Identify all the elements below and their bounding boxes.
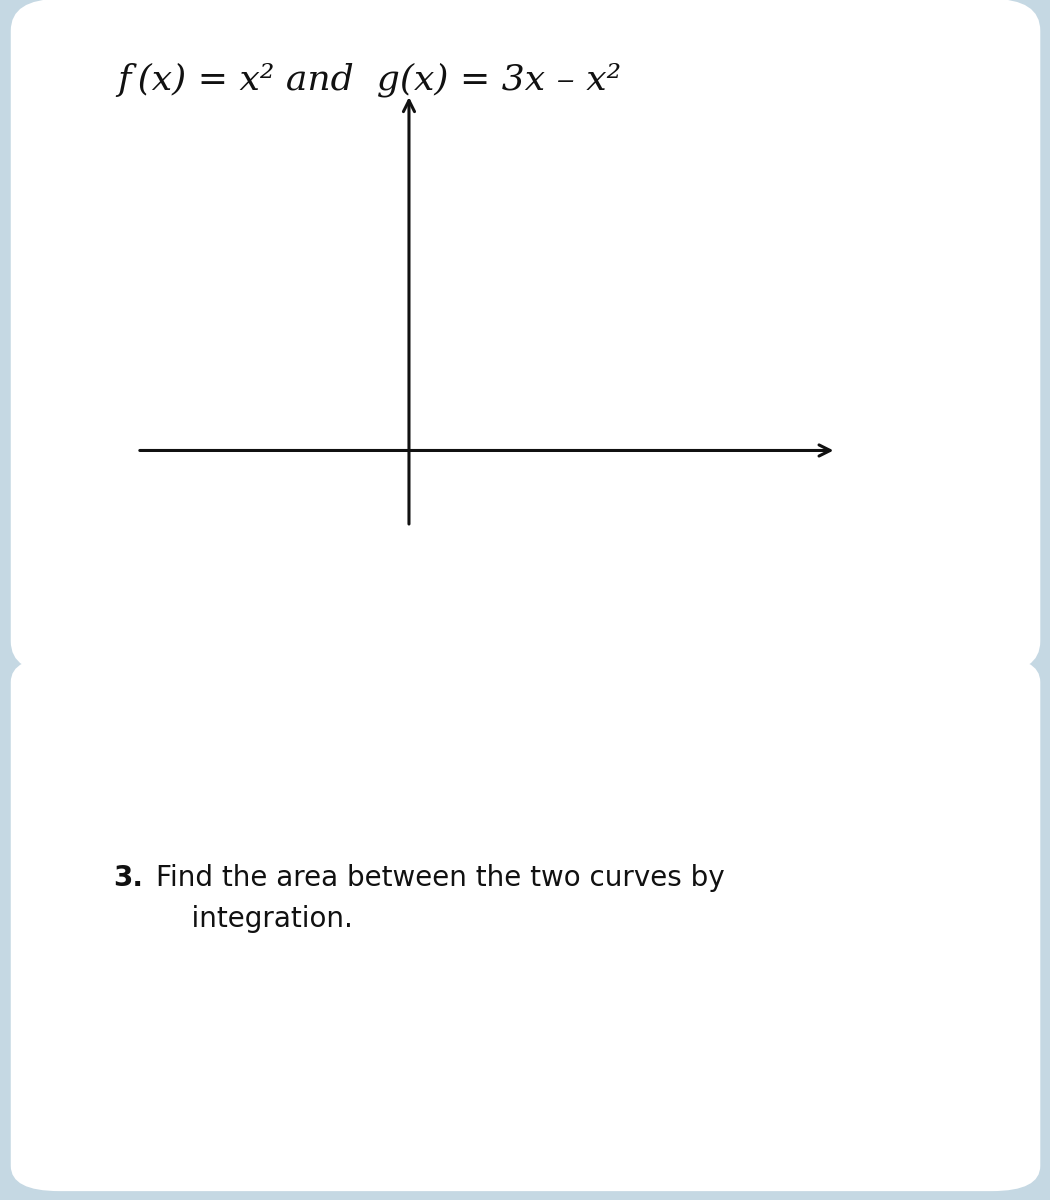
Text: Find the area between the two curves by
    integration.: Find the area between the two curves by … (156, 864, 726, 932)
Text: 3.: 3. (112, 864, 143, 892)
FancyBboxPatch shape (10, 0, 1041, 673)
FancyBboxPatch shape (10, 656, 1041, 1192)
Text: f (x) = x² and  g(x) = 3x – x²: f (x) = x² and g(x) = 3x – x² (118, 62, 622, 97)
